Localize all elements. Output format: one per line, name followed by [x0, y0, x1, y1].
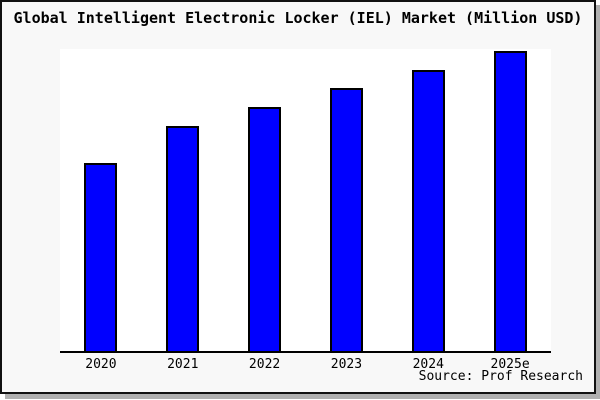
x-tick-label: 2020: [85, 357, 117, 372]
x-tick-label: 2025e: [490, 357, 530, 372]
chart-frame: Global Intelligent Electronic Locker (IE…: [0, 0, 596, 394]
bar-2025e: [493, 51, 527, 351]
x-tick-label: 2024: [412, 357, 444, 372]
x-tick-label: 2023: [330, 357, 363, 372]
x-axis-labels: 2020 2021 2022 2023 2024 2025e: [2, 357, 594, 373]
x-tick-label: 2022: [248, 357, 281, 372]
bar-2022: [248, 107, 282, 351]
bar-2021: [166, 126, 200, 351]
bar-2024: [411, 70, 445, 351]
bar-2023: [329, 88, 363, 351]
x-tick-label: 2021: [167, 357, 199, 372]
source-credit: Source: Prof Research: [418, 369, 583, 384]
bar-2020: [84, 163, 118, 351]
chart-title: Global Intelligent Electronic Locker (IE…: [13, 9, 583, 27]
plot-area: [60, 49, 551, 353]
